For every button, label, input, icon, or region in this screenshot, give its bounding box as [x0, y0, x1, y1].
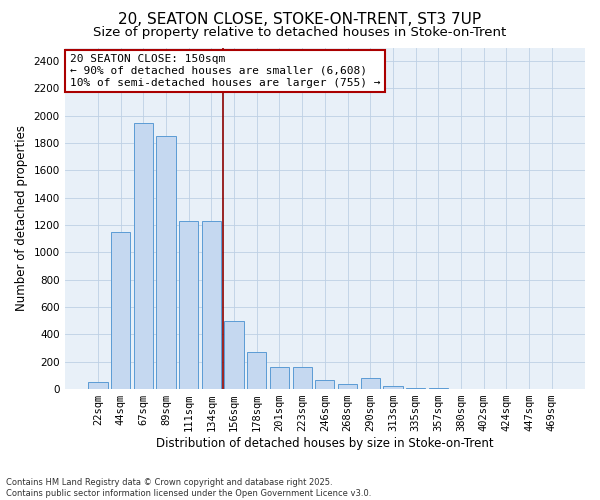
- Bar: [202, 221, 221, 389]
- Bar: [134, 122, 153, 389]
- Bar: [406, 388, 425, 389]
- Text: Contains HM Land Registry data © Crown copyright and database right 2025.
Contai: Contains HM Land Registry data © Crown c…: [6, 478, 371, 498]
- Bar: [383, 386, 403, 389]
- Bar: [179, 221, 199, 389]
- Bar: [247, 352, 266, 389]
- X-axis label: Distribution of detached houses by size in Stoke-on-Trent: Distribution of detached houses by size …: [156, 437, 494, 450]
- Bar: [428, 388, 448, 389]
- Bar: [88, 382, 107, 389]
- Bar: [111, 232, 130, 389]
- Bar: [315, 380, 334, 389]
- Text: 20, SEATON CLOSE, STOKE-ON-TRENT, ST3 7UP: 20, SEATON CLOSE, STOKE-ON-TRENT, ST3 7U…: [118, 12, 482, 28]
- Bar: [293, 367, 312, 389]
- Bar: [157, 136, 176, 389]
- Text: 20 SEATON CLOSE: 150sqm
← 90% of detached houses are smaller (6,608)
10% of semi: 20 SEATON CLOSE: 150sqm ← 90% of detache…: [70, 54, 380, 88]
- Bar: [270, 367, 289, 389]
- Bar: [224, 321, 244, 389]
- Text: Size of property relative to detached houses in Stoke-on-Trent: Size of property relative to detached ho…: [94, 26, 506, 39]
- Bar: [361, 378, 380, 389]
- Bar: [451, 388, 470, 389]
- Bar: [338, 384, 357, 389]
- Y-axis label: Number of detached properties: Number of detached properties: [15, 126, 28, 312]
